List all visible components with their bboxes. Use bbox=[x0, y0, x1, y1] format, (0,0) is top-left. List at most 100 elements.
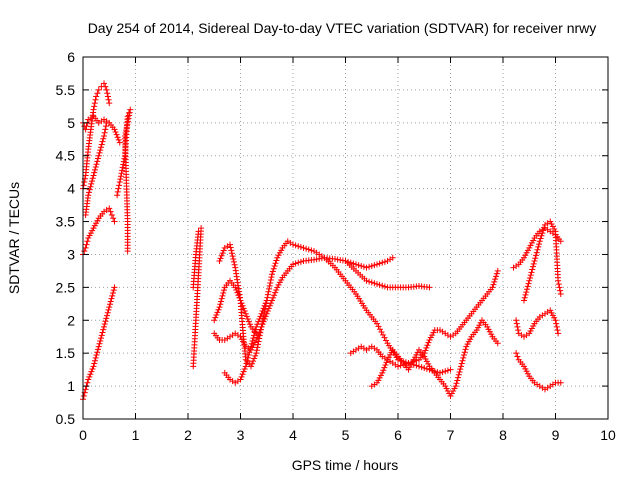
data-point bbox=[124, 118, 131, 125]
data-point bbox=[527, 272, 534, 279]
data-point bbox=[227, 241, 233, 248]
data-point bbox=[108, 211, 115, 218]
data-point bbox=[96, 340, 103, 347]
data-point bbox=[380, 367, 387, 374]
data-point bbox=[422, 347, 429, 354]
data-point bbox=[221, 287, 227, 294]
x-tick-label: 6 bbox=[394, 427, 402, 443]
data-point bbox=[534, 246, 541, 253]
data-point bbox=[219, 292, 226, 299]
data-point bbox=[93, 93, 100, 100]
data-point bbox=[270, 294, 277, 301]
data-point bbox=[237, 376, 244, 383]
data-point bbox=[253, 350, 260, 357]
data-point bbox=[295, 259, 302, 266]
data-point bbox=[95, 343, 102, 350]
data-point bbox=[256, 332, 263, 339]
data-point bbox=[541, 224, 548, 231]
data-point bbox=[270, 265, 277, 272]
data-point bbox=[123, 127, 130, 134]
data-point bbox=[92, 164, 99, 171]
data-point bbox=[101, 321, 108, 328]
data-point bbox=[110, 287, 117, 294]
data-point bbox=[268, 274, 275, 281]
data-point bbox=[378, 329, 385, 336]
data-point bbox=[540, 227, 547, 234]
data-point bbox=[96, 149, 103, 156]
data-point bbox=[88, 180, 95, 187]
data-point bbox=[94, 90, 101, 97]
data-point bbox=[81, 248, 88, 255]
data-point bbox=[494, 340, 501, 347]
data-point bbox=[92, 166, 98, 173]
data-point bbox=[103, 315, 110, 322]
x-axis-ticks: 0 1 2 3 4 5 6 7 8 9 10 bbox=[79, 57, 616, 443]
data-point bbox=[85, 192, 92, 199]
data-point bbox=[381, 258, 388, 265]
data-point bbox=[556, 284, 563, 291]
x-axis-label: GPS time / hours bbox=[292, 457, 399, 473]
data-point bbox=[557, 379, 564, 386]
x-tick-label: 1 bbox=[132, 427, 140, 443]
data-point bbox=[252, 352, 259, 359]
data-point bbox=[269, 268, 276, 275]
data-point bbox=[292, 260, 299, 267]
data-point bbox=[107, 208, 114, 215]
data-point bbox=[214, 309, 221, 316]
data-point bbox=[248, 340, 255, 347]
data-point bbox=[308, 247, 315, 254]
y-tick-label: 4 bbox=[67, 181, 75, 197]
data-point bbox=[124, 248, 131, 255]
data-point bbox=[123, 124, 130, 131]
data-point bbox=[122, 130, 129, 137]
data-point bbox=[126, 109, 133, 116]
data-point bbox=[124, 121, 131, 128]
data-point bbox=[91, 360, 98, 367]
data-point bbox=[98, 332, 105, 339]
data-point bbox=[491, 278, 498, 285]
data-point bbox=[255, 318, 262, 325]
data-point bbox=[258, 323, 265, 330]
data-point bbox=[100, 326, 107, 333]
data-point bbox=[366, 278, 373, 285]
data-point bbox=[382, 362, 389, 369]
data-point bbox=[272, 260, 279, 267]
data-point bbox=[86, 186, 93, 193]
data-point bbox=[535, 243, 542, 250]
data-point bbox=[455, 371, 462, 378]
data-point bbox=[107, 301, 113, 308]
data-point bbox=[557, 238, 564, 245]
data-point bbox=[230, 258, 237, 265]
y-tick-label: 2 bbox=[67, 312, 75, 328]
data-point bbox=[109, 292, 116, 299]
chart-title: Day 254 of 2014, Sidereal Day-to-day VTE… bbox=[88, 20, 597, 36]
data-point bbox=[229, 253, 236, 260]
data-point bbox=[95, 346, 101, 353]
data-point bbox=[525, 280, 532, 287]
data-point bbox=[110, 290, 116, 297]
data-point bbox=[240, 368, 247, 375]
data-point bbox=[423, 344, 430, 351]
data-point bbox=[528, 269, 535, 276]
data-point bbox=[260, 305, 267, 312]
data-point bbox=[104, 93, 111, 100]
data-point bbox=[530, 260, 537, 267]
data-point bbox=[246, 321, 253, 328]
data-point bbox=[442, 368, 449, 375]
data-point bbox=[245, 354, 251, 361]
data-point bbox=[269, 297, 275, 304]
data-point bbox=[239, 371, 246, 378]
data-point bbox=[245, 318, 252, 325]
data-point bbox=[251, 332, 257, 339]
data-point bbox=[106, 304, 113, 311]
data-point bbox=[489, 284, 496, 291]
data-point bbox=[521, 297, 527, 304]
data-point bbox=[555, 277, 562, 284]
data-point bbox=[461, 349, 468, 356]
data-point bbox=[513, 317, 520, 324]
data-point bbox=[439, 369, 446, 376]
data-point bbox=[345, 258, 352, 265]
data-point bbox=[257, 313, 264, 320]
y-axis-ticks: 0.5 1 1.5 2 2.5 3 3.5 4 4.5 5 5.5 6 bbox=[56, 49, 608, 427]
data-point bbox=[457, 366, 464, 373]
